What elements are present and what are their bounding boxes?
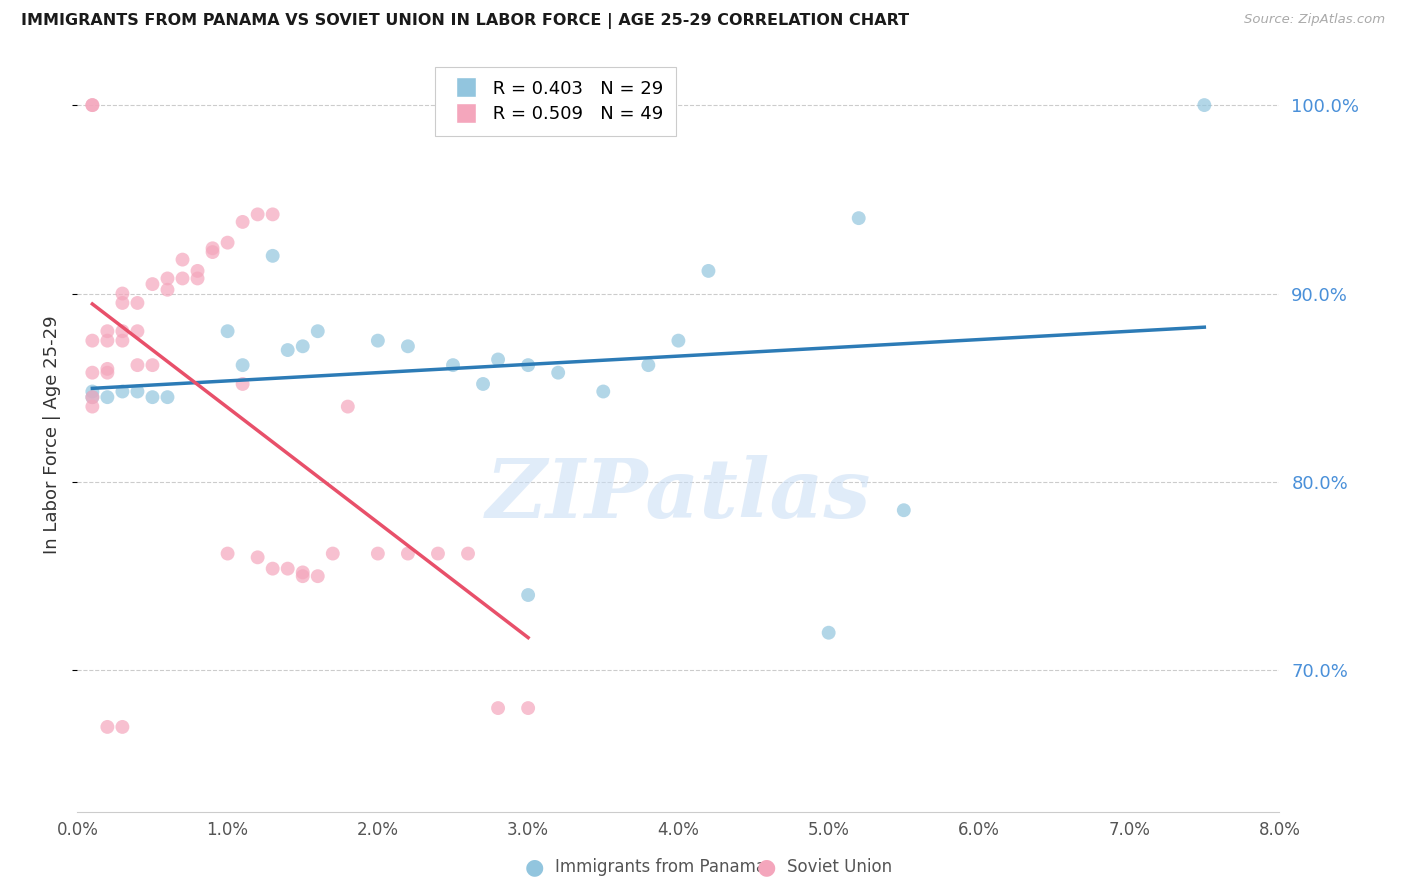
Point: [172, 271, 194, 285]
Point: [322, 547, 344, 561]
Text: ●: ●: [524, 857, 544, 877]
Point: [187, 264, 209, 278]
Text: Source: ZipAtlas.com: Source: ZipAtlas.com: [1244, 13, 1385, 27]
Point: [592, 384, 614, 399]
Point: [82, 384, 104, 399]
Y-axis label: In Labor Force | Age 25-29: In Labor Force | Age 25-29: [44, 316, 62, 554]
Point: [441, 358, 464, 372]
Point: [172, 252, 194, 267]
Point: [96, 362, 118, 376]
Point: [111, 334, 134, 348]
Point: [277, 343, 299, 357]
Point: [127, 358, 149, 372]
Point: [82, 400, 104, 414]
Point: [396, 339, 419, 353]
Point: [291, 569, 314, 583]
Point: [817, 625, 839, 640]
Point: [367, 334, 389, 348]
Point: [486, 352, 509, 367]
Text: Soviet Union: Soviet Union: [787, 858, 893, 876]
Point: [111, 384, 134, 399]
Point: [486, 701, 509, 715]
Point: [262, 207, 284, 221]
Point: [427, 547, 450, 561]
Point: [82, 98, 104, 112]
Point: [291, 566, 314, 580]
Point: [472, 376, 495, 391]
Point: [217, 324, 239, 338]
Point: [141, 277, 163, 291]
Point: [848, 211, 870, 226]
Point: [517, 701, 540, 715]
Point: [111, 324, 134, 338]
Point: [141, 390, 163, 404]
Legend:  R = 0.403   N = 29,  R = 0.509   N = 49: R = 0.403 N = 29, R = 0.509 N = 49: [434, 67, 676, 136]
Point: [96, 366, 118, 380]
Point: [96, 334, 118, 348]
Point: [307, 324, 329, 338]
Point: [262, 249, 284, 263]
Point: [82, 390, 104, 404]
Point: [217, 235, 239, 250]
Text: IMMIGRANTS FROM PANAMA VS SOVIET UNION IN LABOR FORCE | AGE 25-29 CORRELATION CH: IMMIGRANTS FROM PANAMA VS SOVIET UNION I…: [21, 13, 910, 29]
Point: [111, 296, 134, 310]
Point: [517, 358, 540, 372]
Point: [262, 561, 284, 575]
Point: [307, 569, 329, 583]
Point: [111, 720, 134, 734]
Point: [517, 588, 540, 602]
Point: [96, 324, 118, 338]
Point: [156, 271, 179, 285]
Point: [637, 358, 659, 372]
Point: [111, 286, 134, 301]
Point: [697, 264, 720, 278]
Text: ●: ●: [756, 857, 776, 877]
Point: [127, 384, 149, 399]
Point: [217, 547, 239, 561]
Point: [127, 296, 149, 310]
Text: ZIPatlas: ZIPatlas: [485, 455, 872, 535]
Point: [141, 358, 163, 372]
Point: [367, 547, 389, 561]
Point: [96, 720, 118, 734]
Point: [547, 366, 569, 380]
Point: [82, 98, 104, 112]
Point: [336, 400, 359, 414]
Point: [232, 376, 254, 391]
Point: [82, 334, 104, 348]
Point: [187, 271, 209, 285]
Point: [156, 390, 179, 404]
Point: [127, 324, 149, 338]
Point: [1194, 98, 1216, 112]
Point: [232, 215, 254, 229]
Point: [457, 547, 479, 561]
Point: [82, 366, 104, 380]
Point: [82, 390, 104, 404]
Point: [291, 339, 314, 353]
Point: [201, 241, 224, 255]
Point: [668, 334, 690, 348]
Point: [156, 283, 179, 297]
Point: [396, 547, 419, 561]
Point: [893, 503, 915, 517]
Point: [246, 207, 269, 221]
Point: [277, 561, 299, 575]
Point: [96, 390, 118, 404]
Point: [246, 550, 269, 565]
Point: [232, 358, 254, 372]
Point: [201, 245, 224, 260]
Text: Immigrants from Panama: Immigrants from Panama: [555, 858, 766, 876]
